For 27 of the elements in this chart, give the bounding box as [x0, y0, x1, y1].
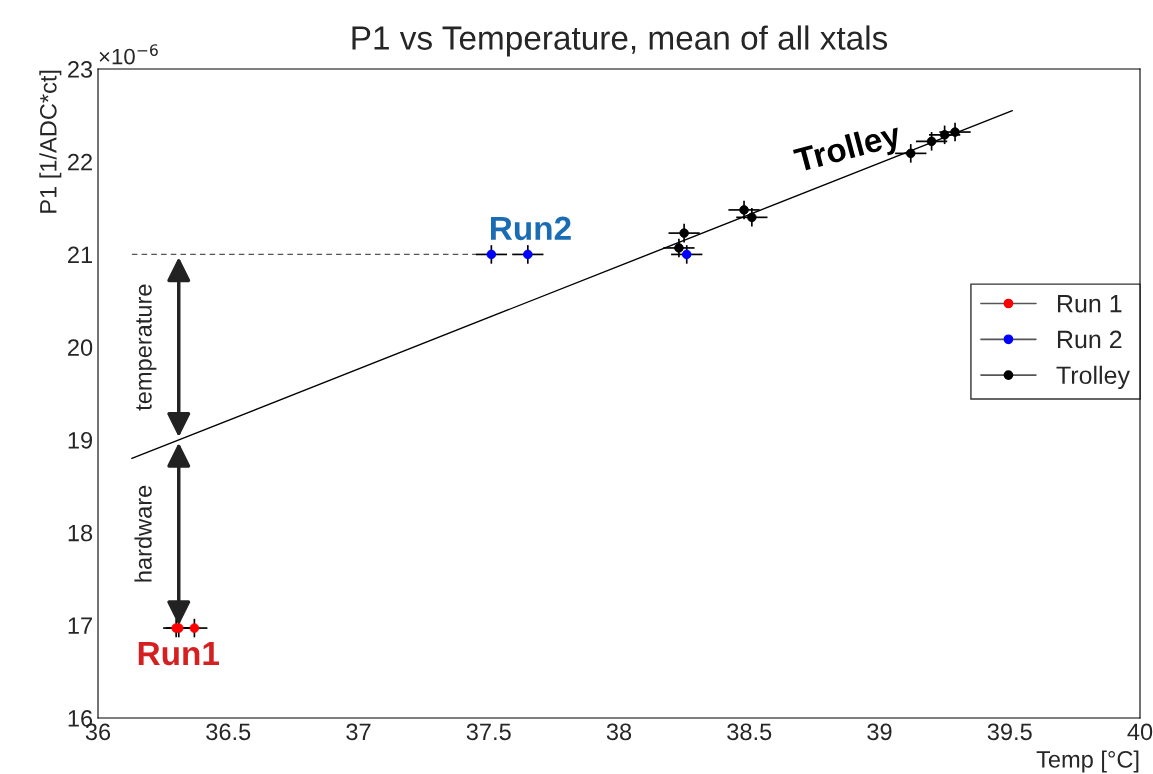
- x-tick-label: 39: [867, 723, 892, 741]
- x-axis-title: Temp [°C]: [1036, 750, 1139, 773]
- text: ×10$^{−6}$: [99, 44, 158, 65]
- y-tick-label: 20: [68, 339, 93, 356]
- x-tick-label: 37.5: [466, 723, 511, 741]
- y-tick-label: 23: [68, 61, 93, 78]
- annotation: Run2: [491, 216, 571, 241]
- x-tick-label: 40: [1127, 723, 1153, 741]
- legend-label: Trolley: [1056, 365, 1130, 390]
- legend-label: Run 2: [1057, 330, 1122, 349]
- annotation: hardware: [134, 485, 152, 582]
- legend-label: Run 1: [1057, 295, 1122, 313]
- x-tick-label: 37: [346, 723, 371, 741]
- x-tick-label: 38: [606, 723, 632, 741]
- y-tick-label: 17: [68, 617, 92, 634]
- annotation: temperature: [136, 284, 157, 411]
- y-tick-label: 21: [68, 246, 92, 263]
- annotation: Trolley: [792, 121, 904, 179]
- y-tick-label: 18: [68, 524, 93, 542]
- y-tick-label: 22: [68, 153, 92, 171]
- y-tick-label: 19: [68, 431, 93, 449]
- y-axis-title: P1 [1/ADC*ct]: [39, 70, 62, 213]
- x-tick-label: 38.5: [727, 723, 772, 741]
- x-tick-label: 39.5: [987, 723, 1032, 741]
- annotation: Run1: [138, 642, 219, 666]
- x-tick-label: 36.5: [206, 723, 251, 741]
- chart-title: P1 vs Temperature, mean of all xtals: [352, 25, 888, 57]
